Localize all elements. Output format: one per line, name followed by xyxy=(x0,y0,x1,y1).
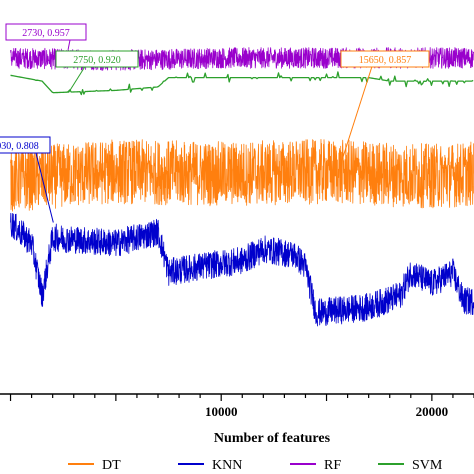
annotation-label: 15650, 0.857 xyxy=(359,55,412,66)
annotation-box xyxy=(0,136,51,154)
legend-item-knn: KNN xyxy=(178,458,242,473)
series-line-svm xyxy=(10,71,474,96)
annotation-box xyxy=(340,50,430,68)
annotation-leader xyxy=(68,66,86,93)
x-axis-title: Number of features xyxy=(214,431,331,446)
x-tick-label: 10000 xyxy=(205,404,238,419)
x-tick-label: 20000 xyxy=(416,404,449,419)
legend-label: KNN xyxy=(212,458,242,473)
annotation-label: 2030, 0.808 xyxy=(0,141,39,152)
annotation-leader xyxy=(339,66,373,166)
legend-label: DT xyxy=(102,458,121,473)
annotation-layer: 2730, 0.957 2750, 0.920 15650, 0.857 2030, … xyxy=(0,23,430,223)
legend-item-dt: DT xyxy=(68,458,121,473)
annotation-leader xyxy=(67,39,71,50)
annotation-box xyxy=(55,50,139,68)
legend-label: SVM xyxy=(412,458,443,473)
annotation: 15650, 0.857 xyxy=(339,50,430,166)
annotation: 2750, 0.920 xyxy=(55,50,139,93)
annotation: 2030, 0.808 xyxy=(0,136,54,223)
annotation-box xyxy=(5,23,87,41)
series-line-knn xyxy=(10,212,474,327)
annotation-leader xyxy=(35,152,54,223)
annotation-label: 2730, 0.957 xyxy=(22,28,70,39)
legend: DT KNN RF SVM xyxy=(68,458,443,473)
legend-label: RF xyxy=(324,458,341,473)
x-axis: 10000 20000 xyxy=(0,393,474,419)
series-layer xyxy=(10,47,474,327)
legend-item-svm: SVM xyxy=(378,458,443,473)
legend-item-rf: RF xyxy=(290,458,341,473)
annotation-label: 2750, 0.920 xyxy=(73,55,121,66)
annotation: 2730, 0.957 xyxy=(5,23,87,50)
series-line-dt xyxy=(10,138,474,212)
